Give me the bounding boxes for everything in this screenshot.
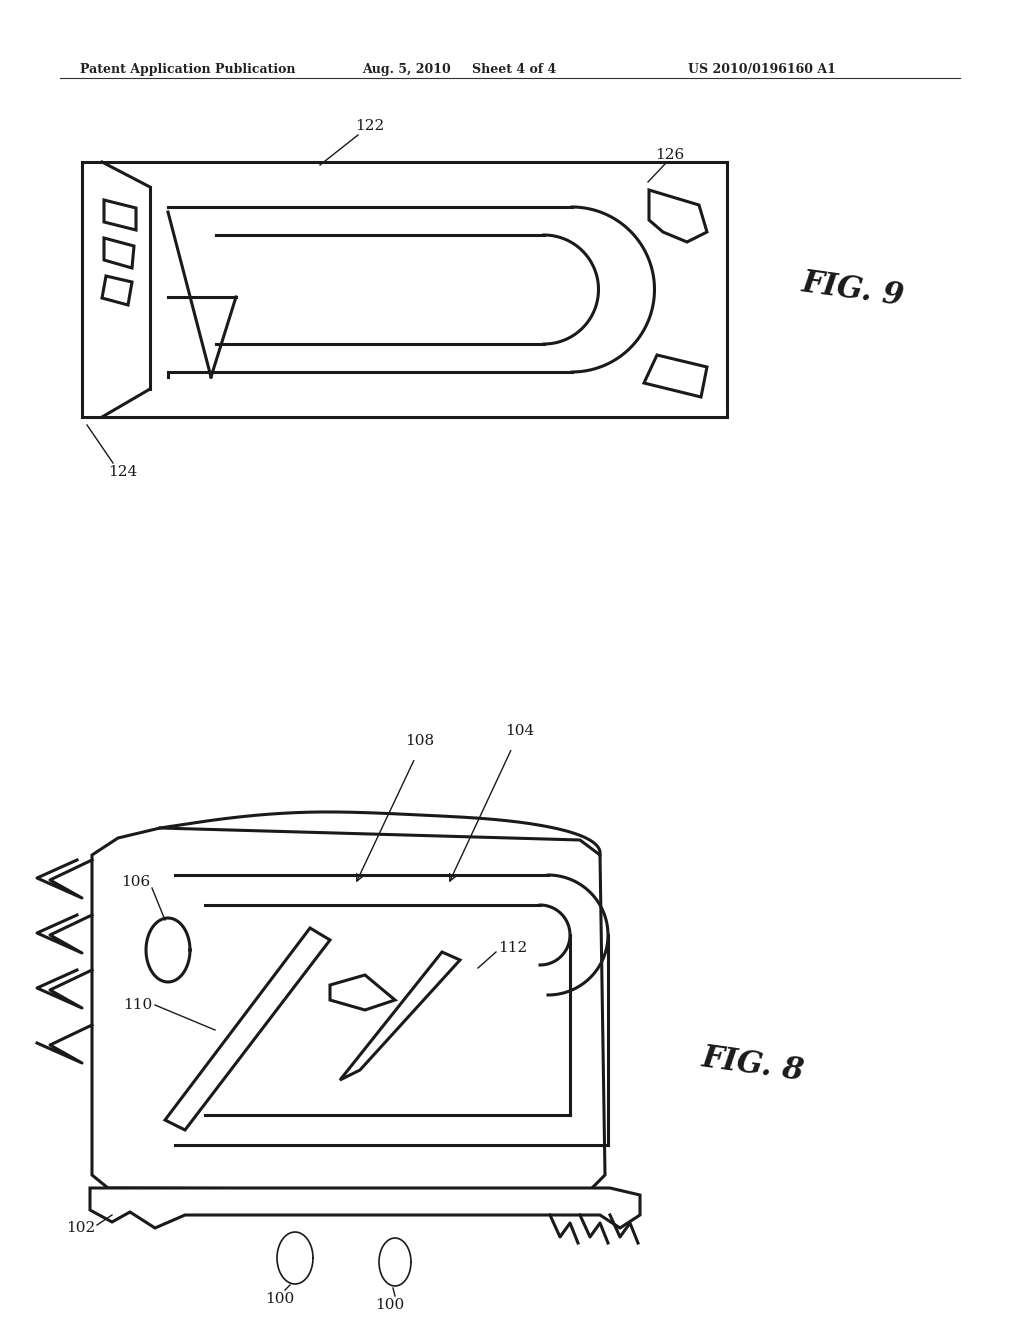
Text: 102: 102 [66, 1221, 95, 1236]
Polygon shape [330, 975, 395, 1010]
Text: Aug. 5, 2010: Aug. 5, 2010 [362, 63, 451, 77]
Text: 126: 126 [655, 148, 685, 162]
Polygon shape [644, 355, 707, 397]
Polygon shape [104, 238, 134, 268]
Text: 124: 124 [108, 465, 137, 479]
Polygon shape [649, 190, 707, 242]
Text: 122: 122 [355, 119, 385, 133]
Polygon shape [340, 952, 460, 1080]
Polygon shape [165, 928, 330, 1130]
Text: FIG. 9: FIG. 9 [800, 268, 906, 313]
Text: Patent Application Publication: Patent Application Publication [80, 63, 296, 77]
Polygon shape [90, 1188, 640, 1228]
Text: 108: 108 [406, 734, 434, 748]
Text: 104: 104 [506, 723, 535, 738]
Text: 106: 106 [121, 875, 150, 888]
Text: FIG. 8: FIG. 8 [700, 1043, 807, 1088]
Polygon shape [92, 828, 605, 1191]
Polygon shape [102, 276, 132, 305]
Text: 110: 110 [123, 998, 152, 1012]
Bar [82, 162, 727, 417]
Polygon shape [104, 201, 136, 230]
Text: 100: 100 [265, 1292, 295, 1305]
Text: 112: 112 [498, 941, 527, 954]
Text: US 2010/0196160 A1: US 2010/0196160 A1 [688, 63, 836, 77]
Text: 100: 100 [376, 1298, 404, 1312]
Text: Sheet 4 of 4: Sheet 4 of 4 [472, 63, 556, 77]
